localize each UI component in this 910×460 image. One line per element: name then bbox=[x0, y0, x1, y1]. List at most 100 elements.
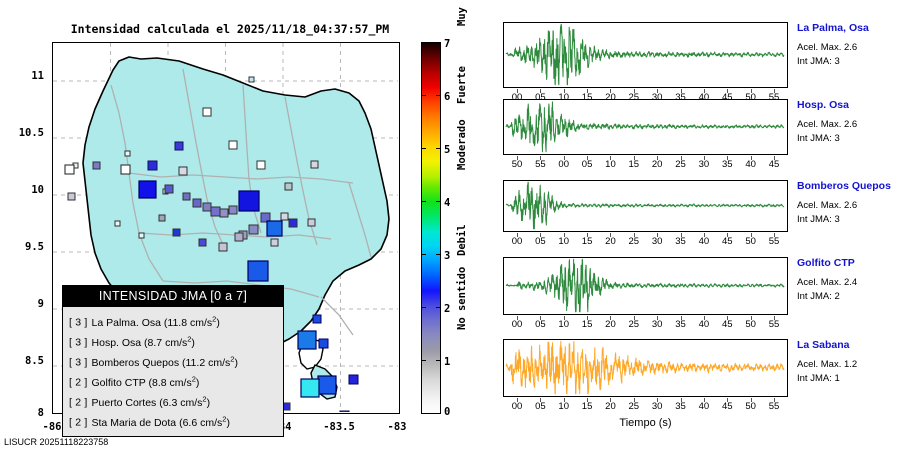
legend-jma-index: [ 2 ] bbox=[69, 376, 88, 389]
waveform-tick-mark bbox=[633, 398, 635, 402]
accel-max-value: Acel. Max. 2.4 bbox=[797, 277, 858, 288]
intensity-legend: INTENSIDAD JMA [0 a 7] [ 3 ] La Palma. Os… bbox=[62, 285, 284, 437]
colorbar-value: 2 bbox=[444, 303, 451, 315]
waveform-tick-label: 30 bbox=[698, 159, 710, 170]
waveform-tick-mark bbox=[680, 156, 682, 160]
waveform-tick-mark bbox=[774, 89, 775, 93]
waveform-tick-mark bbox=[657, 89, 659, 93]
waveform-tick-mark bbox=[587, 89, 589, 93]
waveform-tick-mark bbox=[540, 398, 542, 402]
waveform-tick-label: 25 bbox=[628, 236, 640, 247]
legend-station-name: Puerto Cortes bbox=[91, 396, 157, 409]
waveform-tick-mark bbox=[517, 233, 518, 237]
waveform-tick-label: 05 bbox=[535, 401, 546, 412]
legend-row: [ 3 ] Hosp. Osa (8.7 cm/s2) bbox=[69, 331, 283, 351]
legend-accel: (6.6 cm/s2) bbox=[179, 414, 230, 429]
waveform-tick-label: 15 bbox=[628, 159, 640, 170]
waveform-xticks-4: 00 05 10 15 20 25 30 35 40 45 50 55 bbox=[503, 316, 788, 330]
map-ytick-label: 10.5 bbox=[18, 127, 44, 139]
waveform-tick-mark bbox=[540, 89, 542, 93]
waveform-tick-mark bbox=[750, 156, 752, 160]
station-name: Golfito CTP bbox=[797, 257, 855, 269]
legend-station-name: Golfito CTP bbox=[91, 376, 146, 389]
waveform-tick-label: 40 bbox=[698, 92, 710, 103]
jma-intensity-value: Int JMA: 3 bbox=[797, 214, 840, 225]
waveform-tick-label: 20 bbox=[651, 159, 663, 170]
waveform-tick-mark bbox=[750, 316, 752, 320]
waveform-panel-golfito-ctp[interactable] bbox=[503, 257, 788, 315]
legend-station-name: La Palma. Osa bbox=[91, 316, 161, 329]
waveform-tick-label: 50 bbox=[745, 401, 756, 412]
colorbar-value: 1 bbox=[444, 356, 451, 368]
station-name: La Sabana bbox=[797, 339, 850, 351]
colorbar-tick bbox=[436, 360, 441, 361]
waveform-tick-mark bbox=[540, 316, 542, 320]
waveform-tick-mark bbox=[610, 316, 612, 320]
waveform-panel-hosp-osa[interactable] bbox=[503, 99, 788, 155]
map-xtick-label: -86 bbox=[42, 421, 62, 433]
accel-max-value: Acel. Max. 2.6 bbox=[797, 200, 858, 211]
waveform-tick-mark bbox=[750, 233, 752, 237]
waveform-tick-mark bbox=[633, 316, 635, 320]
footer-stamp: LISUCR 20251118223758 bbox=[4, 437, 109, 447]
waveform-tick-mark bbox=[633, 233, 635, 237]
waveform-tick-mark bbox=[727, 398, 729, 402]
waveform-tick-label: 15 bbox=[581, 92, 593, 103]
waveform-meta-bomberos-quepos: Bomberos Quepos Acel. Max. 2.6 Int JMA: … bbox=[797, 180, 909, 227]
waveform-tick-label: 45 bbox=[721, 92, 733, 103]
waveform-tick-mark bbox=[587, 156, 589, 160]
waveform-tick-label: 05 bbox=[535, 319, 546, 330]
map-ytick-label: 11 bbox=[31, 70, 44, 82]
waveform-tick-mark bbox=[563, 316, 565, 320]
waveform-tick-mark bbox=[774, 316, 775, 320]
waveform-tick-mark bbox=[563, 156, 565, 160]
waveform-tick-label: 55 bbox=[768, 319, 780, 330]
waveform-tick-mark bbox=[727, 316, 729, 320]
colorbar-category: Debil bbox=[456, 224, 468, 256]
legend-row: [ 3 ] Bomberos Quepos (11.2 cm/s2) bbox=[69, 351, 283, 371]
waveform-trace bbox=[505, 181, 785, 230]
colorbar-tick bbox=[436, 148, 441, 149]
waveform-panel-la-sabana[interactable] bbox=[503, 339, 788, 397]
waveform-xaxis-label: Tiempo (s) bbox=[619, 417, 672, 429]
colorbar-value: 0 bbox=[444, 406, 451, 418]
waveform-tick-mark bbox=[657, 398, 659, 402]
waveform-tick-mark bbox=[750, 89, 752, 93]
waveform-tick-label: 35 bbox=[675, 401, 686, 412]
waveform-tick-label: 40 bbox=[745, 159, 756, 170]
colorbar-value: 7 bbox=[444, 38, 451, 50]
waveform-tick-mark bbox=[774, 233, 775, 237]
waveform-tick-label: 05 bbox=[581, 159, 593, 170]
map-ytick-label: 9 bbox=[37, 298, 44, 310]
waveform-meta-la-sabana: La Sabana Acel. Max. 1.2 Int JMA: 1 bbox=[797, 339, 909, 386]
waveform-meta-la-palma-osa: La Palma, Osa Acel. Max. 2.6 Int JMA: 3 bbox=[797, 22, 909, 69]
waveform-panel-la-palma-osa[interactable] bbox=[503, 22, 788, 88]
colorbar-category: Fuerte bbox=[456, 66, 468, 104]
waveform-tick-label: 40 bbox=[698, 319, 710, 330]
waveform-tick-mark bbox=[680, 316, 682, 320]
waveform-tick-label: 00 bbox=[511, 319, 523, 330]
map-xtick-label: -83.5 bbox=[323, 421, 355, 433]
page-title: Intensidad calculada el 2025/11/18_04:37… bbox=[70, 22, 390, 36]
station-name: Bomberos Quepos bbox=[797, 180, 891, 192]
waveform-tick-label: 10 bbox=[558, 319, 570, 330]
waveform-tick-mark bbox=[563, 233, 565, 237]
waveform-tick-mark bbox=[703, 233, 705, 237]
waveform-tick-label: 30 bbox=[651, 401, 663, 412]
waveform-tick-label: 05 bbox=[535, 236, 546, 247]
waveform-panel-bomberos-quepos[interactable] bbox=[503, 180, 788, 232]
waveform-tick-label: 25 bbox=[628, 401, 640, 412]
legend-row: [ 2 ] Golfito CTP (8.8 cm/s2) bbox=[69, 371, 283, 391]
colorbar-tick bbox=[421, 360, 426, 361]
waveform-tick-label: 40 bbox=[698, 401, 710, 412]
waveform-tick-mark bbox=[680, 233, 682, 237]
waveform-tick-mark bbox=[563, 398, 565, 402]
jma-intensity-value: Int JMA: 1 bbox=[797, 373, 840, 384]
waveform-xticks-5: 00 05 10 15 20 25 30 35 40 45 50 55 bbox=[503, 398, 788, 412]
waveform-tick-label: 20 bbox=[605, 401, 616, 412]
waveform-tick-mark bbox=[703, 316, 705, 320]
legend-station-name: Hosp. Osa bbox=[91, 336, 142, 349]
waveform-tick-mark bbox=[517, 156, 518, 160]
waveform-meta-hosp-osa: Hosp. Osa Acel. Max. 2.6 Int JMA: 3 bbox=[797, 99, 909, 146]
colorbar-value: 5 bbox=[444, 144, 451, 156]
